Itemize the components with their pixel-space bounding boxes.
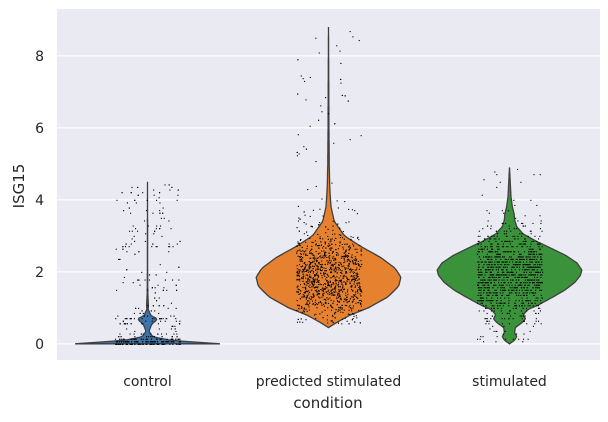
- points-predicted-stimulated: [296, 31, 363, 325]
- x-tick-labels: control predicted stimulated stimulated: [123, 374, 547, 390]
- violin-predicted-stimulated: [255, 27, 402, 329]
- x-tick-control: control: [123, 374, 172, 390]
- y-tick-6: 6: [35, 121, 44, 137]
- y-tick-labels: 0 2 4 6 8: [35, 49, 44, 353]
- jitter-points: [115, 31, 544, 345]
- y-tick-4: 4: [35, 193, 44, 209]
- violin-stimulated: [436, 167, 583, 345]
- points-stimulated: [476, 168, 544, 343]
- x-tick-predicted-stimulated: predicted stimulated: [256, 374, 402, 390]
- x-tick-stimulated: stimulated: [472, 374, 547, 390]
- x-axis-label: condition: [293, 394, 362, 412]
- points-control: [115, 184, 181, 345]
- y-tick-2: 2: [35, 265, 44, 281]
- y-tick-8: 8: [35, 49, 44, 65]
- y-tick-0: 0: [35, 337, 44, 353]
- y-axis-label: ISG15: [10, 164, 28, 209]
- violins: [75, 27, 583, 345]
